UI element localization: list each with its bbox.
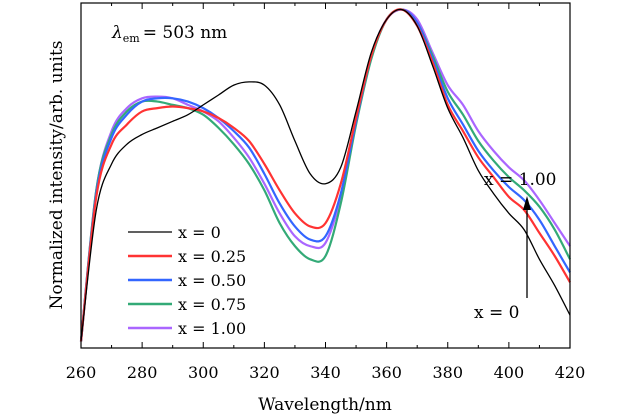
legend-label-x-0-25: x = 0.25 xyxy=(178,247,246,266)
legend-label-x-1-00: x = 1.00 xyxy=(178,319,246,338)
series-line-x-0 xyxy=(80,8,571,342)
lambda-subscript: em xyxy=(123,32,141,45)
excitation-wavelength-label: λem = 503 nm xyxy=(111,23,227,45)
series-line-x-1-00 xyxy=(79,8,571,342)
x-tick-label-320: 320 xyxy=(249,363,280,382)
lambda-value: = 503 nm xyxy=(143,23,228,43)
trend-arrow-head xyxy=(523,196,531,210)
x-tick-label-260: 260 xyxy=(66,363,97,382)
tick-layer: 260 280 300 320 340 360 380 400 420 xyxy=(66,3,586,382)
x-tick-label-360: 360 xyxy=(371,363,402,382)
legend-label-x-0: x = 0 xyxy=(178,223,221,242)
series-line-x-0-25 xyxy=(79,8,571,342)
x-tick-label-400: 400 xyxy=(494,363,525,382)
x-tick-label-280: 280 xyxy=(127,363,158,382)
arrow-top-label: x = 1.00 xyxy=(484,170,557,190)
y-axis-title: Normalized intensity/arb. units xyxy=(47,40,67,309)
x-tick-label-340: 340 xyxy=(310,363,341,382)
series-line-x-0-50 xyxy=(79,8,571,342)
arrow-bottom-label: x = 0 xyxy=(474,303,519,323)
legend: x = 0 x = 0.25 x = 0.50 x = 0.75 x = 1.00 xyxy=(128,223,246,338)
legend-label-x-0-50: x = 0.50 xyxy=(178,271,246,290)
legend-label-x-0-75: x = 0.75 xyxy=(178,295,246,314)
x-tick-label-420: 420 xyxy=(555,363,586,382)
x-tick-label-380: 380 xyxy=(432,363,463,382)
x-tick-label-300: 300 xyxy=(188,363,219,382)
x-axis-title: Wavelength/nm xyxy=(258,395,392,415)
series-line-x-0-75 xyxy=(79,8,571,342)
lambda-symbol: λ xyxy=(111,23,123,43)
series-layer xyxy=(79,8,571,342)
